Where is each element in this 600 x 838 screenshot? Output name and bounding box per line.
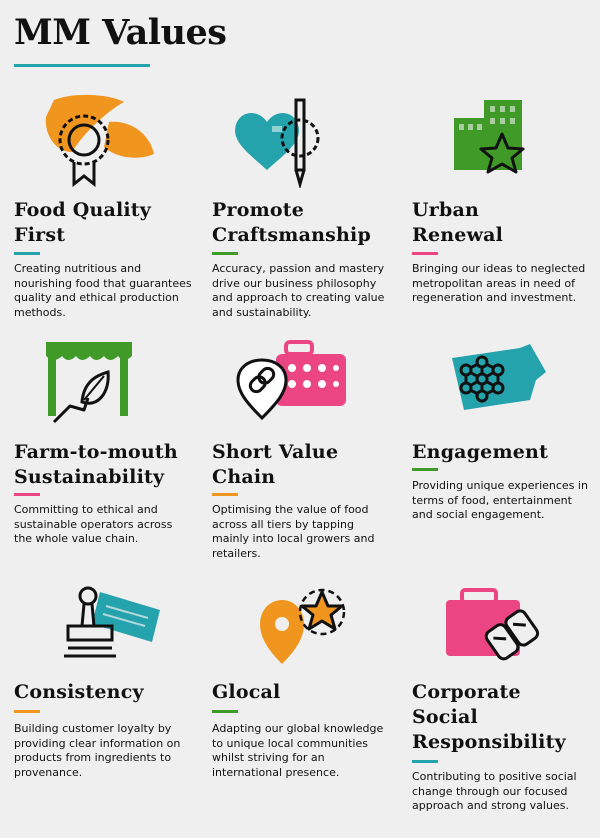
accent-rule xyxy=(212,710,238,713)
title-underline xyxy=(14,64,150,67)
value-card-engagement: Engagement Providing unique experiences … xyxy=(412,336,592,576)
value-description: Adapting our global knowledge to unique … xyxy=(212,722,384,779)
value-title: Corporate Social Responsibility xyxy=(412,681,566,753)
value-card-craftsmanship: Promote Craftsmanship Accuracy, passion … xyxy=(212,92,392,332)
value-card-urban-renewal: Urban Renewal Bringing our ideas to negl… xyxy=(412,92,592,332)
value-card-food-quality: Food Quality First Creating nutritious a… xyxy=(14,92,194,332)
glocal-icon xyxy=(260,588,346,664)
value-description: Contributing to positive social change t… xyxy=(412,770,577,812)
value-description: Creating nutritious and nourishing food … xyxy=(14,262,192,319)
value-title: Food Quality First xyxy=(14,199,152,246)
craftsmanship-icon xyxy=(235,98,320,188)
value-description: Building customer loyalty by providing c… xyxy=(14,722,181,779)
accent-rule xyxy=(412,468,438,471)
accent-rule xyxy=(212,493,238,496)
value-card-short-value-chain: Short Value Chain Optimising the value o… xyxy=(212,336,392,576)
page-title: MM Values xyxy=(14,12,227,53)
value-description: Committing to ethical and sustainable op… xyxy=(14,503,173,545)
short-value-chain-icon xyxy=(236,340,346,421)
corporate-social-responsibility-icon xyxy=(446,588,540,661)
farm-to-mouth-icon xyxy=(46,342,132,424)
value-title: Glocal xyxy=(212,681,281,703)
accent-rule xyxy=(14,252,40,255)
consistency-icon xyxy=(64,586,160,658)
accent-rule xyxy=(412,252,438,255)
value-card-csr: Corporate Social Responsibility Contribu… xyxy=(412,582,592,822)
value-card-consistency: Consistency Building customer loyalty by… xyxy=(14,582,194,822)
value-title: Promote Craftsmanship xyxy=(212,199,371,246)
value-description: Providing unique experiences in terms of… xyxy=(412,479,588,521)
food-quality-icon xyxy=(45,94,154,188)
engagement-icon xyxy=(452,344,546,410)
value-title: Urban Renewal xyxy=(412,199,504,246)
value-title: Short Value Chain xyxy=(212,441,339,488)
value-description: Optimising the value of food across all … xyxy=(212,503,375,560)
accent-rule xyxy=(14,493,40,496)
value-card-farm-to-mouth: Farm-to-mouth Sustainability Committing … xyxy=(14,336,194,576)
value-title: Consistency xyxy=(14,681,144,703)
accent-rule xyxy=(14,710,40,713)
value-description: Bringing our ideas to neglected metropol… xyxy=(412,262,586,304)
value-description: Accuracy, passion and mastery drive our … xyxy=(212,262,385,319)
accent-rule xyxy=(412,760,438,763)
accent-rule xyxy=(212,252,238,255)
urban-renewal-icon xyxy=(454,100,525,174)
value-card-glocal: Glocal Adapting our global knowledge to … xyxy=(212,582,392,822)
value-title: Farm-to-mouth Sustainability xyxy=(14,441,178,488)
value-title: Engagement xyxy=(412,441,549,463)
